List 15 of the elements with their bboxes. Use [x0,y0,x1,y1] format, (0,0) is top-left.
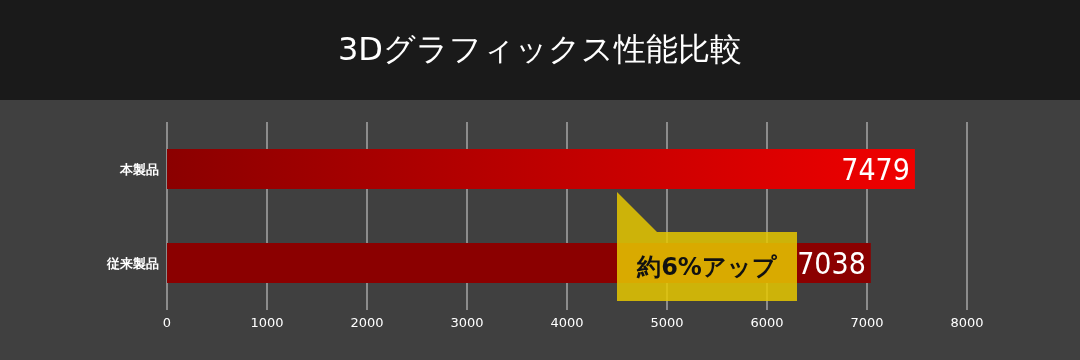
x-tick-label: 2000 [350,315,384,331]
x-tick-label: 0 [162,315,172,331]
x-tick-label: 3000 [450,315,484,331]
x-tick-label: 7000 [850,315,884,331]
chart-title: 3Dグラフィックス性能比較 [338,29,742,70]
x-tick-label: 1000 [250,315,284,331]
x-tick-label: 5000 [650,315,684,331]
annotation: 約6%アップ [617,232,797,301]
data-label: 7479 [841,151,910,187]
y-tick-label: 本製品 [119,161,159,177]
x-tick-label: 6000 [750,315,784,331]
y-tick-label: 従来製品 [106,255,159,271]
data-label: 7038 [797,245,866,281]
x-tick-label: 4000 [550,315,584,331]
x-tick-label: 8000 [950,315,984,331]
